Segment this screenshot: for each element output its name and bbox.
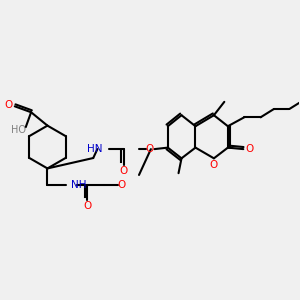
Text: O: O bbox=[245, 144, 254, 154]
Text: O: O bbox=[119, 166, 128, 176]
Text: O: O bbox=[210, 160, 218, 170]
Text: O: O bbox=[83, 201, 92, 211]
Text: O: O bbox=[117, 180, 126, 190]
Text: NH: NH bbox=[71, 180, 87, 190]
Text: HN: HN bbox=[87, 144, 102, 154]
Text: O: O bbox=[4, 100, 12, 110]
Text: HO: HO bbox=[11, 125, 26, 135]
Text: O: O bbox=[145, 144, 153, 154]
